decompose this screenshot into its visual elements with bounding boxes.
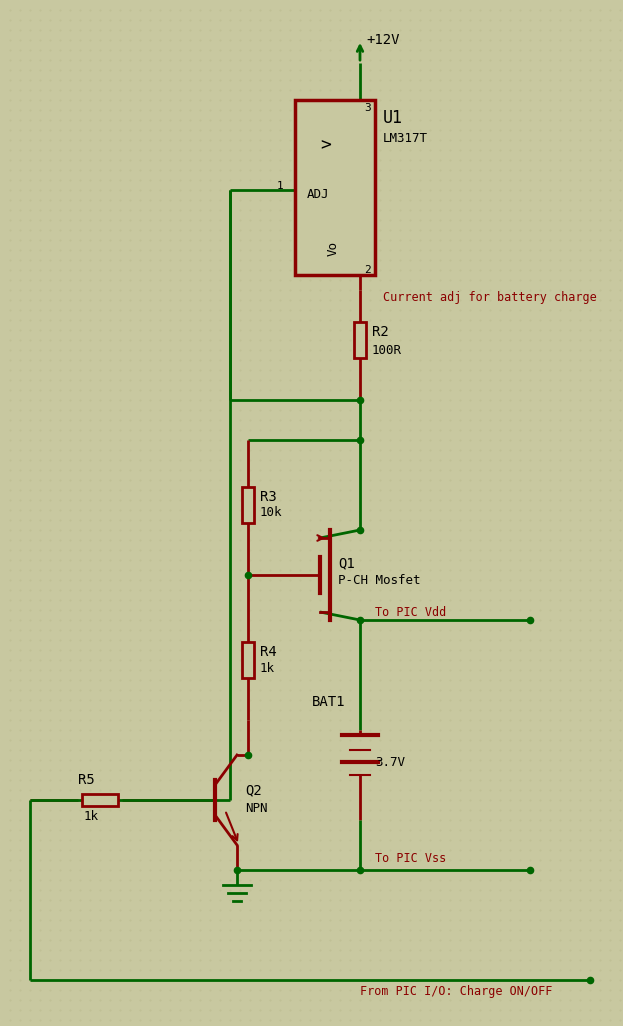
Text: U1: U1 — [383, 109, 403, 127]
Text: BAT1: BAT1 — [312, 695, 346, 709]
Bar — [82, 794, 118, 806]
Bar — [242, 487, 254, 523]
Bar — [295, 100, 375, 275]
Text: R4: R4 — [260, 645, 277, 659]
Text: From PIC I/O: Charge ON/OFF: From PIC I/O: Charge ON/OFF — [360, 986, 553, 998]
Text: Q1: Q1 — [338, 556, 354, 570]
Text: 1k: 1k — [84, 810, 99, 823]
Text: NPN: NPN — [245, 801, 267, 815]
Bar — [242, 642, 254, 678]
Text: 10k: 10k — [260, 507, 282, 519]
Text: R5: R5 — [78, 773, 95, 787]
Text: To PIC Vdd: To PIC Vdd — [375, 605, 446, 619]
Text: R2: R2 — [372, 325, 389, 339]
Text: Current adj for battery charge: Current adj for battery charge — [383, 291, 597, 305]
Text: 100R: 100R — [372, 344, 402, 356]
Text: 1: 1 — [277, 181, 283, 191]
Text: ADJ: ADJ — [307, 189, 330, 201]
Text: 1k: 1k — [260, 662, 275, 674]
Bar — [354, 322, 366, 358]
Text: Vo: Vo — [326, 240, 340, 255]
Text: >: > — [320, 136, 331, 154]
Text: +12V: +12V — [366, 33, 399, 47]
Text: LM317T: LM317T — [383, 131, 428, 145]
Text: To PIC Vss: To PIC Vss — [375, 852, 446, 865]
Text: 2: 2 — [364, 265, 371, 275]
Text: P-CH Mosfet: P-CH Mosfet — [338, 575, 421, 588]
Text: Q2: Q2 — [245, 783, 262, 797]
Text: 3: 3 — [364, 103, 371, 113]
Text: 3.7V: 3.7V — [375, 755, 405, 768]
Text: R3: R3 — [260, 490, 277, 504]
